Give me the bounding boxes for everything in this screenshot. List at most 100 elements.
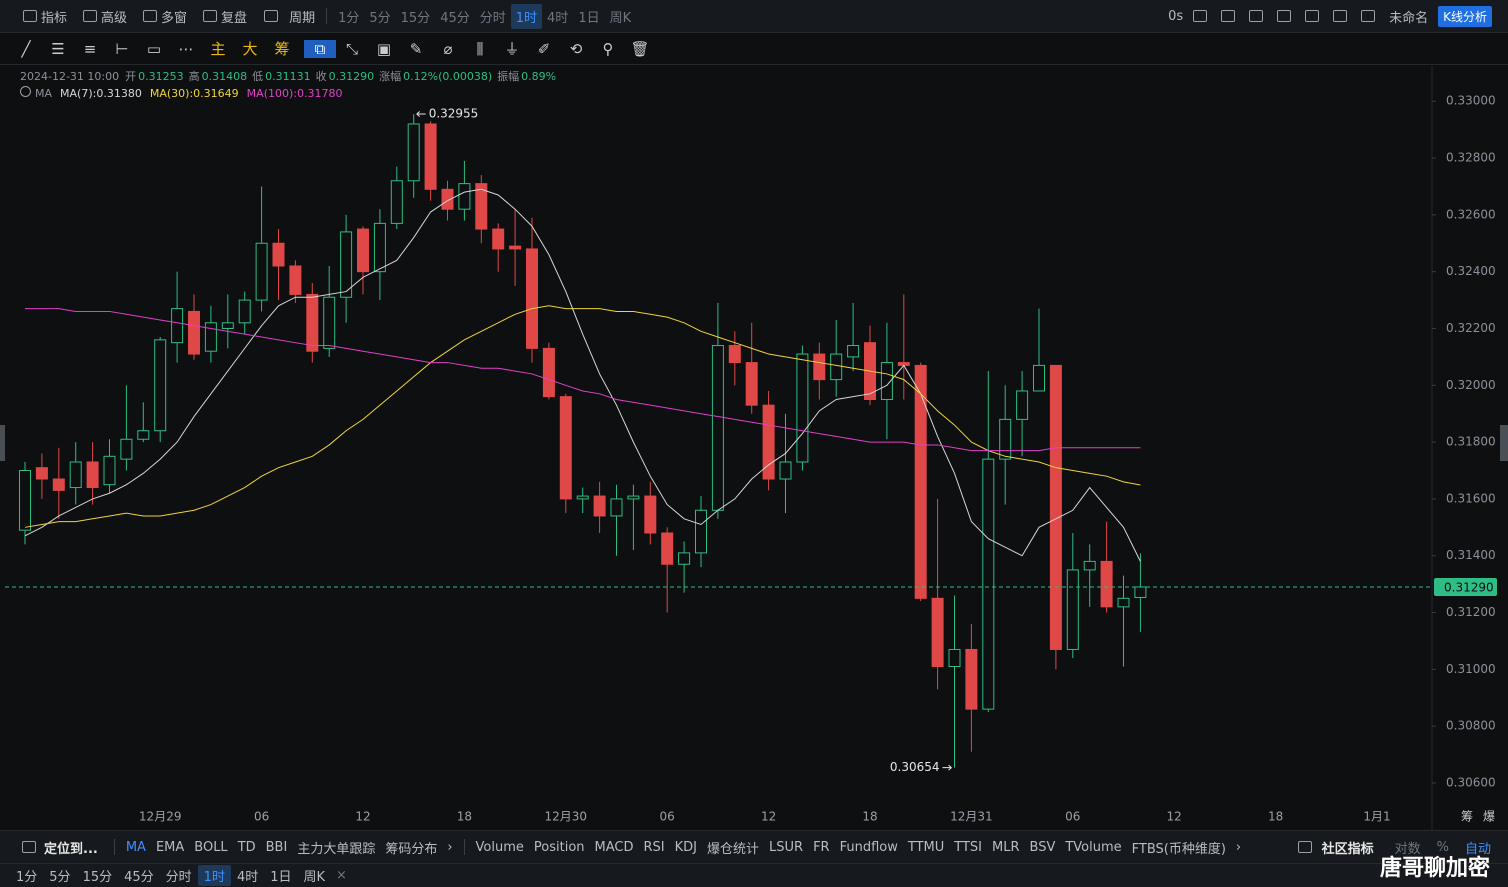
menu-label: 复盘 xyxy=(221,10,248,26)
main-indicator[interactable]: MA xyxy=(125,839,146,855)
side-handle[interactable] xyxy=(1500,425,1508,461)
period-button[interactable]: 1分 xyxy=(16,870,38,885)
draw-tool[interactable]: ▣ xyxy=(376,39,392,58)
analysis-button[interactable]: K线分析 xyxy=(1438,5,1492,27)
menu-button[interactable]: 多窗 xyxy=(138,4,192,29)
sub-indicator[interactable]: TTMU xyxy=(907,839,945,855)
period-button[interactable]: 5分 xyxy=(49,870,71,885)
draw-tool[interactable]: ⊢ xyxy=(115,39,129,58)
main-indicator[interactable]: TD xyxy=(237,839,256,855)
candle-body xyxy=(779,461,792,480)
draw-tool[interactable]: ⌀ xyxy=(443,39,453,58)
layout-name[interactable]: 未命名 xyxy=(1389,10,1429,26)
period-button[interactable]: 4时 xyxy=(547,10,569,26)
main-indicator[interactable]: 筹码分布 xyxy=(385,841,438,857)
sub-indicator[interactable]: LSUR xyxy=(769,839,804,855)
period-button[interactable]: 4时 xyxy=(236,870,259,885)
candle-body xyxy=(1066,569,1079,650)
period-button[interactable]: 分时 xyxy=(479,10,506,26)
toolbar-icon[interactable] xyxy=(1361,10,1376,22)
draw-tool[interactable]: ⏚ xyxy=(504,40,520,58)
sub-indicator[interactable]: RSI xyxy=(643,839,665,855)
scale-option[interactable]: 对数 xyxy=(1394,841,1421,857)
period-button[interactable]: 分时 xyxy=(165,870,192,885)
field-label: 涨幅 xyxy=(379,70,402,83)
high-label: 0.32955 xyxy=(429,107,479,121)
period-button[interactable]: 15分 xyxy=(82,870,113,885)
draw-tool[interactable]: ⋯ xyxy=(178,39,194,58)
period-button[interactable]: 5分 xyxy=(369,10,391,26)
scroll-arrow[interactable]: › xyxy=(1235,839,1242,855)
sub-indicator[interactable]: FR xyxy=(813,839,830,855)
sub-indicator[interactable]: 爆仓统计 xyxy=(707,841,760,857)
draw-tool[interactable]: ☰ xyxy=(51,39,65,58)
locate-icon[interactable] xyxy=(22,841,36,853)
sub-indicator[interactable]: FTBS(币种维度) xyxy=(1131,841,1226,857)
sub-indicator[interactable]: MLR xyxy=(992,839,1020,855)
candle-body xyxy=(593,495,606,517)
sub-indicator[interactable]: TVolume xyxy=(1065,839,1122,855)
toolbar-icon[interactable] xyxy=(1249,10,1264,22)
sub-indicator[interactable]: Position xyxy=(533,839,585,855)
draw-tool[interactable]: ≡ xyxy=(83,39,97,58)
side-handle[interactable] xyxy=(0,425,5,461)
community-icon[interactable] xyxy=(1297,841,1312,853)
main-indicator[interactable]: EMA xyxy=(155,839,185,855)
period-menu[interactable]: 周期 xyxy=(289,10,316,26)
sub-indicator[interactable]: TTSI xyxy=(954,839,982,855)
overlay-tool[interactable]: 筹 xyxy=(274,40,290,58)
draw-tool[interactable]: ⚲ xyxy=(602,39,614,58)
period-button[interactable]: 45分 xyxy=(124,870,154,885)
main-indicator[interactable]: 主力大单跟踪 xyxy=(297,841,376,857)
draw-tool[interactable]: ⫼ xyxy=(476,39,484,58)
menu-button[interactable]: 高级 xyxy=(78,4,132,29)
period-button[interactable]: 1时 xyxy=(510,3,543,29)
close-button[interactable]: × xyxy=(336,868,347,883)
legend-entry: MA(100):0.31780 xyxy=(246,87,343,100)
sub-indicator[interactable]: Fundflow xyxy=(839,839,898,855)
period-button[interactable]: 1日 xyxy=(578,10,600,26)
toolbar-icon[interactable] xyxy=(1193,10,1208,22)
draw-tool[interactable]: 🗑 xyxy=(630,39,650,58)
legend-icon[interactable] xyxy=(20,86,31,97)
menu-icon xyxy=(23,10,37,22)
toolbar-icon[interactable] xyxy=(1221,10,1236,22)
candle-body xyxy=(238,299,251,324)
menu-button[interactable]: 复盘 xyxy=(198,4,252,29)
draw-tool[interactable]: ╱ xyxy=(21,39,31,58)
toolbar-icon[interactable] xyxy=(1277,10,1292,22)
chart-type-icon[interactable] xyxy=(264,10,279,22)
scroll-arrow[interactable]: › xyxy=(447,839,453,855)
draw-tool[interactable]: ✐ xyxy=(537,39,551,58)
period-bar: 1分 5分 15分 45分 分时 1时 4时 1日 周K × 唐哥聊加密 xyxy=(0,856,1508,887)
toolbar-icon[interactable] xyxy=(1333,10,1348,22)
scale-option[interactable]: % xyxy=(1436,839,1449,855)
candle-body xyxy=(221,322,234,329)
period-button[interactable]: 15分 xyxy=(400,10,431,26)
period-button[interactable]: 45分 xyxy=(440,10,470,26)
main-indicator[interactable]: BBI xyxy=(265,839,288,855)
period-button[interactable]: 1时 xyxy=(197,865,231,886)
sub-indicator[interactable]: MACD xyxy=(594,839,634,855)
sub-indicator[interactable]: BSV xyxy=(1029,839,1056,855)
period-button[interactable]: 1分 xyxy=(338,10,360,26)
menu-button[interactable]: 指标 xyxy=(18,4,72,29)
overlay-tool[interactable]: 主 xyxy=(210,40,226,58)
toolbar-icon[interactable] xyxy=(1305,10,1320,22)
period-button[interactable]: 周K xyxy=(609,10,632,26)
overlay-tool[interactable]: 大 xyxy=(242,40,258,58)
period-button[interactable]: 1日 xyxy=(270,870,292,885)
sub-indicator[interactable]: KDJ xyxy=(674,839,697,855)
replay-timer[interactable]: 0s xyxy=(1168,8,1184,24)
scale-option[interactable]: 自动 xyxy=(1464,841,1491,857)
draw-tool[interactable]: ▭ xyxy=(146,39,162,58)
main-indicator[interactable]: BOLL xyxy=(194,839,228,855)
period-button[interactable]: 周K xyxy=(303,870,326,885)
draw-tool[interactable]: ⧉ xyxy=(304,39,336,58)
draw-tool[interactable]: ⟲ xyxy=(569,39,583,58)
draw-tool[interactable]: ⤡ xyxy=(345,39,358,58)
sub-indicator[interactable]: Volume xyxy=(475,839,524,855)
community-indicators[interactable]: 社区指标 xyxy=(1321,841,1374,857)
draw-tool[interactable]: ✎ xyxy=(409,39,423,58)
locate-button[interactable]: 定位到... xyxy=(44,841,98,857)
